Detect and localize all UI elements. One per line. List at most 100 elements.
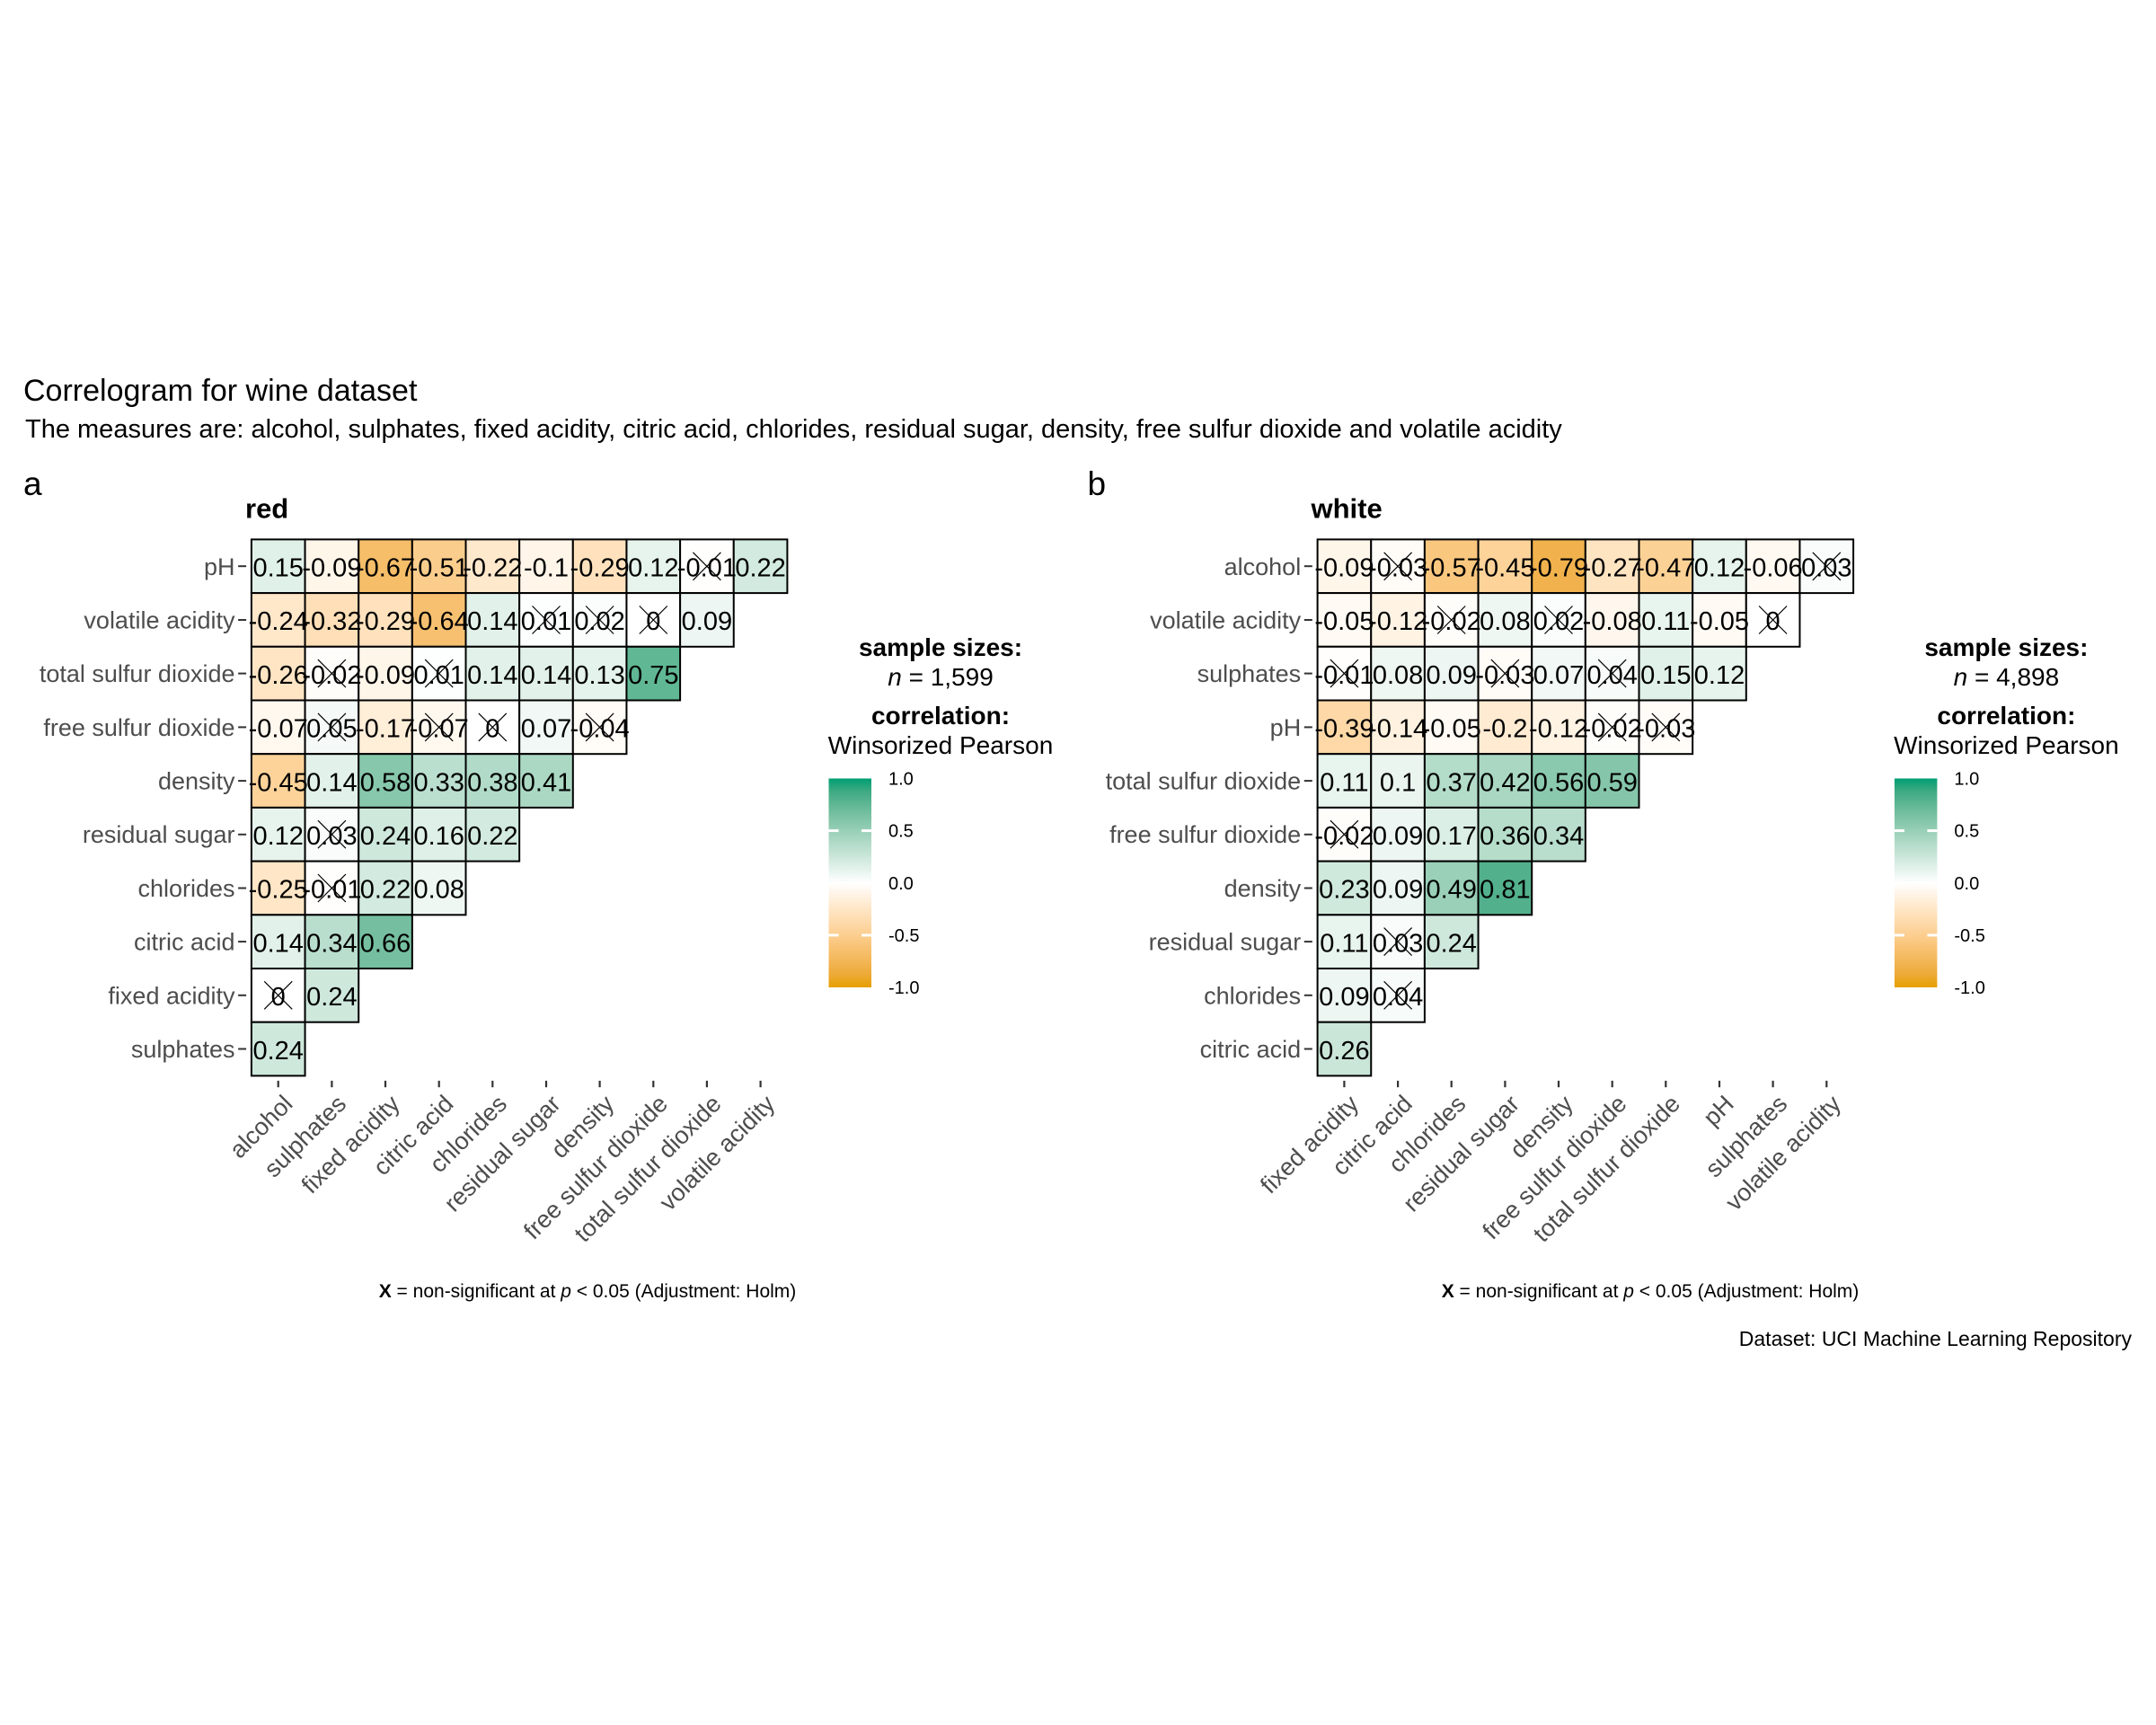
svg-text:0.16: 0.16 [413,822,464,851]
svg-text:0.1: 0.1 [1380,768,1416,797]
svg-text:-0.09: -0.09 [302,554,361,583]
svg-text:0.12: 0.12 [628,554,678,583]
svg-text:-0.05: -0.05 [1690,607,1749,636]
svg-text:0.09: 0.09 [1373,822,1423,851]
svg-text:chlorides: chlorides [1204,982,1301,1009]
svg-text:-0.14: -0.14 [1368,715,1427,744]
svg-text:-0.5: -0.5 [888,926,919,946]
svg-text:citric acid: citric acid [134,929,235,956]
svg-text:0.24: 0.24 [306,983,357,1012]
svg-text:0.12: 0.12 [1694,661,1745,690]
svg-text:X = non-significant at p < 0.0: X = non-significant at p < 0.05 (Adjustm… [1442,1281,1860,1302]
svg-text:0: 0 [485,715,499,744]
svg-text:-0.25: -0.25 [249,876,308,905]
svg-text:-0.07: -0.07 [249,715,308,744]
svg-text:-0.27: -0.27 [1583,554,1642,583]
svg-text:0.17: 0.17 [1426,822,1476,851]
svg-text:free sulfur dioxide: free sulfur dioxide [1109,821,1301,848]
svg-text:-0.12: -0.12 [1529,715,1588,744]
svg-text:volatile acidity: volatile acidity [1150,607,1302,634]
svg-text:0.33: 0.33 [413,768,464,797]
svg-text:-0.09: -0.09 [356,661,415,690]
svg-text:0.03: 0.03 [1373,929,1423,958]
svg-text:n = 1,599: n = 1,599 [888,663,994,691]
svg-text:volatile acidity: volatile acidity [84,607,235,634]
svg-text:-0.45: -0.45 [249,768,308,797]
svg-text:Correlogram for wine dataset: Correlogram for wine dataset [23,374,418,408]
svg-text:citric acid: citric acid [1200,1036,1302,1063]
svg-text:-0.24: -0.24 [249,607,308,636]
svg-text:0.02: 0.02 [1533,607,1584,636]
svg-text:-0.02: -0.02 [1583,715,1642,744]
svg-text:0.14: 0.14 [467,607,517,636]
svg-text:sample sizes:: sample sizes: [1924,633,2088,661]
svg-text:density: density [158,768,235,795]
svg-text:-0.06: -0.06 [1744,554,1803,583]
svg-text:-0.57: -0.57 [1422,554,1481,583]
svg-text:0.08: 0.08 [1373,661,1423,690]
svg-text:-0.01: -0.01 [302,876,361,905]
svg-text:-0.67: -0.67 [356,554,415,583]
svg-text:0.5: 0.5 [1954,822,1979,842]
svg-text:-0.07: -0.07 [410,715,469,744]
svg-text:0.24: 0.24 [1426,929,1476,958]
svg-text:a: a [23,465,42,502]
svg-text:-0.79: -0.79 [1529,554,1588,583]
svg-text:The measures are: alcohol, sul: The measures are: alcohol, sulphates, fi… [25,415,1562,444]
svg-text:0.34: 0.34 [1533,822,1584,851]
svg-text:Dataset: UCI Machine Learning: Dataset: UCI Machine Learning Repository [1739,1327,2133,1350]
svg-text:0.49: 0.49 [1426,876,1476,905]
svg-text:density: density [1224,875,1302,902]
svg-text:0.0: 0.0 [888,874,914,894]
svg-text:0.23: 0.23 [1319,876,1369,905]
svg-text:-0.5: -0.5 [1954,926,1984,946]
svg-text:pH: pH [1270,714,1302,741]
svg-text:0: 0 [271,983,286,1012]
svg-text:1.0: 1.0 [1954,770,1979,790]
svg-text:-0.05: -0.05 [1314,607,1374,636]
svg-text:residual sugar: residual sugar [83,821,235,848]
svg-text:0.09: 0.09 [682,607,732,636]
svg-text:0: 0 [646,607,660,636]
svg-text:0.42: 0.42 [1480,768,1530,797]
svg-text:0.34: 0.34 [306,929,357,958]
svg-text:0.75: 0.75 [628,661,678,690]
svg-text:0.11: 0.11 [1320,768,1368,797]
svg-text:b: b [1088,465,1107,502]
svg-text:-0.04: -0.04 [570,715,630,744]
svg-text:correlation:: correlation: [871,702,1010,730]
svg-text:0.02: 0.02 [574,607,624,636]
svg-text:0.01: 0.01 [413,661,464,690]
svg-text:0.05: 0.05 [306,715,357,744]
svg-text:-0.03: -0.03 [1368,554,1427,583]
svg-text:-0.29: -0.29 [570,554,630,583]
svg-text:-0.05: -0.05 [1422,715,1481,744]
svg-text:0.14: 0.14 [252,929,303,958]
svg-text:-0.51: -0.51 [410,554,469,583]
svg-text:0.36: 0.36 [1480,822,1530,851]
svg-text:0.14: 0.14 [521,661,571,690]
svg-text:alcohol: alcohol [1224,553,1302,580]
svg-text:free sulfur dioxide: free sulfur dioxide [43,714,234,741]
svg-text:0.59: 0.59 [1586,768,1637,797]
svg-text:0.14: 0.14 [306,768,357,797]
svg-text:white: white [1311,493,1383,525]
svg-text:pH: pH [204,553,235,580]
svg-text:Winsorized Pearson: Winsorized Pearson [828,731,1054,759]
svg-text:fixed acidity: fixed acidity [108,982,235,1009]
svg-text:0.37: 0.37 [1426,768,1476,797]
svg-text:0.08: 0.08 [1480,607,1530,636]
svg-text:0.11: 0.11 [1641,607,1690,636]
svg-text:0.22: 0.22 [467,822,517,851]
svg-text:0.0: 0.0 [1954,874,1979,894]
svg-text:0.38: 0.38 [467,768,517,797]
svg-text:0.04: 0.04 [1586,661,1637,690]
svg-text:Winsorized Pearson: Winsorized Pearson [1894,731,2119,759]
svg-text:total sulfur dioxide: total sulfur dioxide [40,660,235,687]
svg-text:0.22: 0.22 [735,554,785,583]
svg-text:-0.02: -0.02 [1314,822,1374,851]
svg-text:0.5: 0.5 [888,822,914,842]
svg-text:0.14: 0.14 [467,661,517,690]
svg-text:0.07: 0.07 [521,715,571,744]
svg-text:sulphates: sulphates [131,1036,235,1063]
